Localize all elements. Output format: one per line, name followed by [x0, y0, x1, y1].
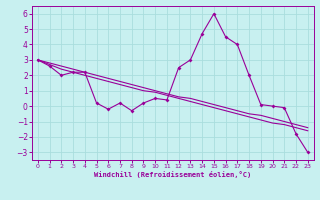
- X-axis label: Windchill (Refroidissement éolien,°C): Windchill (Refroidissement éolien,°C): [94, 171, 252, 178]
